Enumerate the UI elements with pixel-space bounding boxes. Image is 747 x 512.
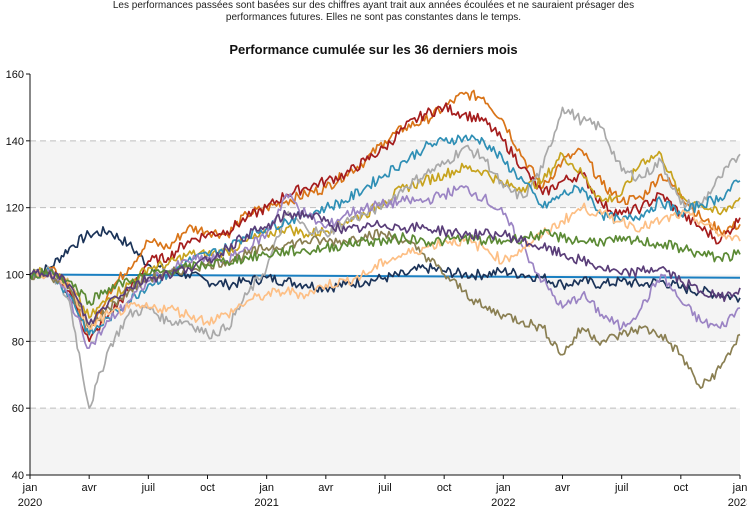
x-tick-label: oct [437, 482, 452, 494]
x-tick-label: jan [495, 482, 511, 494]
x-tick-label: avr [555, 482, 571, 494]
series-line-2 [29, 226, 741, 303]
x-tick-label: avr [82, 482, 98, 494]
y-tick-label: 140 [6, 136, 24, 148]
x-tick-year: 2020 [18, 497, 42, 509]
x-tick-label: juil [141, 482, 155, 494]
x-tick-label: oct [673, 482, 688, 494]
x-tick-label: avr [318, 482, 334, 494]
series-line-8 [29, 185, 741, 350]
grid-band [30, 408, 740, 475]
series-line-12 [29, 209, 741, 326]
x-tick-label: jan [732, 482, 747, 494]
x-tick-label: juil [377, 482, 391, 494]
y-tick-label: 80 [12, 336, 24, 348]
x-tick-label: jan [22, 482, 38, 494]
y-tick-label: 100 [6, 270, 24, 282]
y-tick-label: 40 [12, 470, 24, 482]
x-tick-year: 2023 [728, 497, 747, 509]
series-line-4 [29, 102, 741, 343]
chart-title: Performance cumulée sur les 36 derniers … [229, 42, 518, 57]
x-tick-year: 2021 [254, 497, 278, 509]
disclaimer-line-2: performances futures. Elles ne sont pas … [225, 12, 522, 23]
x-tick-year: 2022 [491, 497, 515, 509]
disclaimer-line-1: Les performances passées sont basées sur… [112, 0, 635, 11]
series-line-11 [29, 228, 741, 306]
x-tick-label: juil [614, 482, 628, 494]
series-line-10 [29, 202, 741, 330]
x-tick-label: jan [258, 482, 274, 494]
disclaimer: Les performances passées sont basées sur… [0, 0, 747, 24]
y-tick-label: 60 [12, 403, 24, 415]
series-line-5 [29, 150, 741, 319]
series-line-3 [29, 89, 741, 336]
x-tick-label: oct [200, 482, 215, 494]
y-tick-label: 120 [6, 203, 24, 215]
y-tick-label: 160 [6, 69, 24, 81]
